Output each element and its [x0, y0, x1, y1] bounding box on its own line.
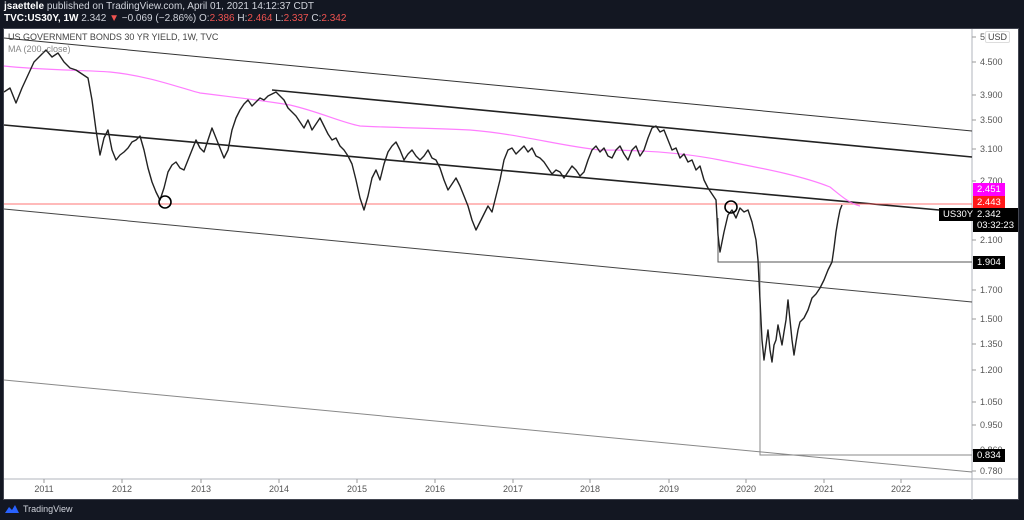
svg-text:3.500: 3.500 — [980, 115, 1003, 125]
time-axis[interactable]: 2011 2012 2013 2014 2015 2016 2017 2018 … — [34, 479, 911, 494]
price-tick: 1.350 — [972, 339, 1003, 349]
svg-text:2018: 2018 — [580, 484, 600, 494]
currency-label[interactable]: USD — [985, 31, 1011, 43]
svg-text:2011: 2011 — [34, 484, 53, 494]
svg-text:2019: 2019 — [659, 484, 679, 494]
svg-text:2012: 2012 — [112, 484, 132, 494]
svg-text:2013: 2013 — [191, 484, 211, 494]
open-label: O: — [199, 13, 210, 24]
trendline-mid[interactable] — [3, 124, 973, 214]
price-tick: 5. — [972, 32, 988, 42]
channel-lower-line[interactable] — [3, 208, 973, 303]
symbol-tag-badge: US30Y — [939, 208, 978, 221]
svg-text:5.: 5. — [980, 32, 988, 42]
low-value: 2.337 — [283, 13, 309, 24]
channel-bottom-line[interactable] — [3, 379, 973, 473]
time-tick: 2012 — [112, 479, 132, 494]
svg-text:1.500: 1.500 — [980, 314, 1003, 324]
price-axis[interactable]: 5. 4.500 3.900 3.500 3.100 2.700 2.100 1… — [972, 32, 1003, 476]
time-tick: 2022 — [891, 479, 911, 494]
time-tick: 2019 — [659, 479, 679, 494]
svg-text:2015: 2015 — [347, 484, 367, 494]
ma-value-badge: 2.451 — [973, 183, 1005, 196]
svg-text:1.700: 1.700 — [980, 285, 1003, 295]
price-tick: 3.900 — [972, 90, 1003, 100]
high-value: 2.464 — [247, 13, 273, 24]
time-tick: 2018 — [580, 479, 600, 494]
publisher-name[interactable]: jsaettele — [4, 1, 45, 12]
time-tick: 2014 — [269, 479, 289, 494]
low-label: L: — [275, 13, 284, 24]
last-price: 2.342 — [81, 13, 107, 24]
legend-title: US GOVERNMENT BONDS 30 YR YIELD, 1W, TVC — [8, 32, 219, 42]
svg-text:3.100: 3.100 — [980, 144, 1003, 154]
close-label: C: — [311, 13, 322, 24]
chart-legend[interactable]: US GOVERNMENT BONDS 30 YR YIELD, 1W, TVC… — [8, 31, 218, 55]
open-value: 2.386 — [209, 13, 235, 24]
circle-marker-2019[interactable] — [724, 200, 738, 214]
hline-value-badge: 2.443 — [973, 196, 1005, 209]
legend-ma-indicator[interactable]: MA (200, close) — [8, 44, 71, 54]
ma-200-line[interactable] — [3, 65, 861, 207]
high-label: H: — [237, 13, 248, 24]
last-price-value: 2.342 — [977, 209, 1001, 220]
svg-text:2016: 2016 — [425, 484, 445, 494]
tradingview-logo-icon — [5, 505, 19, 513]
svg-text:2014: 2014 — [269, 484, 289, 494]
chart-frame[interactable] — [3, 28, 1019, 500]
change-value: −0.069 (−2.86%) — [121, 13, 197, 24]
close-value: 2.342 — [321, 13, 347, 24]
symbol-label: TVC:US30Y, 1W — [4, 13, 79, 24]
svg-text:0.780: 0.780 — [980, 466, 1003, 476]
svg-text:0.950: 0.950 — [980, 420, 1003, 430]
last-price-badge: 2.342 03:32:23 — [973, 208, 1018, 232]
price-tick: 3.100 — [972, 144, 1003, 154]
price-tick: 2.100 — [972, 235, 1003, 245]
time-tick: 2017 — [503, 479, 523, 494]
svg-text:2020: 2020 — [736, 484, 756, 494]
time-tick: 2016 — [425, 479, 445, 494]
price-tick: 2.700 — [972, 176, 1003, 186]
brand-name: TradingView — [23, 504, 73, 514]
price-tick: 0.780 — [972, 466, 1003, 476]
svg-text:2.100: 2.100 — [980, 235, 1003, 245]
svg-text:1.050: 1.050 — [980, 397, 1003, 407]
trendline-2014-high[interactable] — [271, 89, 973, 158]
price-tick: 1.200 — [972, 365, 1003, 375]
price-tick: 1.500 — [972, 314, 1003, 324]
published-text: published on TradingView.com, April 01, … — [46, 1, 315, 12]
level-0834-badge: 0.834 — [973, 449, 1005, 462]
down-arrow-icon: ▼ — [109, 13, 119, 24]
svg-text:2022: 2022 — [891, 484, 911, 494]
bar-countdown: 03:32:23 — [977, 220, 1014, 231]
time-tick: 2015 — [347, 479, 367, 494]
svg-text:2021: 2021 — [814, 484, 834, 494]
svg-text:3.900: 3.900 — [980, 90, 1003, 100]
footer-brand[interactable]: TradingView — [4, 504, 73, 514]
time-tick: 2013 — [191, 479, 211, 494]
level-1904-badge: 1.904 — [973, 256, 1005, 269]
svg-text:1.200: 1.200 — [980, 365, 1003, 375]
time-tick: 2011 — [34, 479, 54, 494]
price-tick: 1.700 — [972, 285, 1003, 295]
time-tick: 2020 — [736, 479, 756, 494]
svg-text:4.500: 4.500 — [980, 57, 1003, 67]
publish-header: jsaettele published on TradingView.com, … — [4, 1, 346, 25]
svg-text:2.700: 2.700 — [980, 176, 1003, 186]
price-tick: 3.500 — [972, 115, 1003, 125]
time-tick: 2021 — [814, 479, 834, 494]
level-0834-line[interactable] — [759, 262, 972, 456]
price-tick: 4.500 — [972, 57, 1003, 67]
price-tick: 0.950 — [972, 420, 1003, 430]
svg-text:1.350: 1.350 — [980, 339, 1003, 349]
channel-upper-line[interactable] — [3, 37, 973, 132]
svg-text:2017: 2017 — [503, 484, 523, 494]
price-tick: 1.050 — [972, 397, 1003, 407]
price-series[interactable] — [3, 49, 843, 363]
circle-marker-2012[interactable] — [158, 195, 172, 209]
